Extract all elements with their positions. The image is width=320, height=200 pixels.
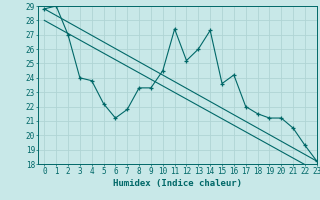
- X-axis label: Humidex (Indice chaleur): Humidex (Indice chaleur): [113, 179, 242, 188]
